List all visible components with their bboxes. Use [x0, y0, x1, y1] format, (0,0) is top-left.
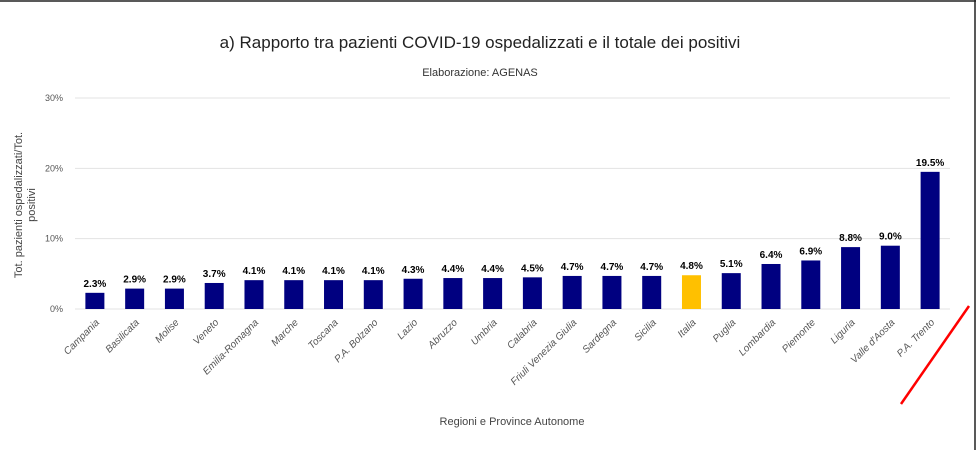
x-tick-label: Sicilia: [633, 317, 660, 344]
data-label: 2.9%: [123, 275, 146, 286]
x-tick-label: Friuli Venezia Giulia: [509, 317, 580, 388]
bar: [363, 280, 383, 309]
bar: [880, 245, 900, 309]
data-label: 4.7%: [640, 262, 663, 273]
data-label: 4.1%: [243, 266, 266, 277]
bar: [562, 275, 582, 309]
bar: [403, 278, 423, 309]
x-tick-label: Lombardia: [737, 317, 778, 358]
x-tick-label: Lazio: [396, 317, 421, 342]
bar: [125, 288, 145, 309]
bar: [204, 282, 224, 309]
x-tick-label: P.A. Bolzano: [333, 317, 381, 365]
data-label: 2.3%: [83, 279, 106, 290]
data-label: 6.4%: [760, 250, 783, 261]
bar: [642, 275, 662, 309]
y-tick-label: 0%: [50, 304, 63, 314]
x-tick-label: Puglia: [711, 317, 739, 345]
data-label: 4.5%: [521, 263, 544, 274]
data-label: 2.9%: [163, 275, 186, 286]
bar: [920, 171, 940, 309]
bar: [761, 263, 781, 309]
bar: [443, 278, 463, 309]
bar: [324, 280, 344, 309]
data-label: 4.4%: [481, 264, 504, 275]
bar: [602, 275, 622, 309]
bar: [841, 247, 861, 309]
x-tick-label: Piemonte: [780, 317, 818, 355]
bar: [244, 280, 264, 309]
x-tick-label: Molise: [153, 317, 182, 346]
data-label: 4.1%: [362, 266, 385, 277]
annotation-red-line: [899, 305, 971, 405]
data-label: 5.1%: [720, 259, 743, 270]
x-tick-label: Basilicata: [104, 317, 142, 355]
x-axis-title: Regioni e Province Autonome: [440, 416, 585, 428]
data-label: 4.7%: [601, 262, 624, 273]
x-tick-label: Toscana: [306, 317, 341, 352]
data-labels: 2.3% 2.9% 2.9% 3.7% 4.1% 4.1% 4.1% 4.1% 4.3% 4.4%…: [83, 158, 944, 290]
x-axis-ticks: Campania Basilicata Molise VenetoEmilia-Rom…: [62, 317, 938, 388]
x-tick-label: Campania: [62, 317, 102, 357]
y-tick-label: 10%: [45, 234, 63, 244]
x-tick-label: Italia: [676, 317, 699, 340]
bar: [681, 275, 701, 309]
y-tick-label: 30%: [45, 93, 63, 103]
y-axis-title-line1: Tot. pazienti ospedalizzati/Tot.: [13, 132, 25, 278]
y-axis-ticks: 0% 10% 20% 30%: [45, 93, 63, 314]
x-tick-label: Calabria: [505, 317, 539, 351]
data-label: 6.9%: [799, 246, 822, 257]
x-tick-label: P.A. Trento: [895, 317, 937, 359]
chart-title: a) Rapporto tra pazienti COVID-19 ospeda…: [220, 33, 741, 52]
data-label: 4.4%: [441, 264, 464, 275]
bars: [85, 171, 940, 309]
data-label: 4.1%: [322, 266, 345, 277]
data-label: 4.8%: [680, 261, 703, 272]
y-tick-label: 20%: [45, 163, 63, 173]
x-tick-label: Marche: [270, 317, 302, 349]
bar: [721, 273, 741, 309]
x-tick-label: Liguria: [829, 317, 858, 346]
bar: [85, 292, 105, 309]
data-label: 19.5%: [916, 158, 944, 169]
data-label: 9.0%: [879, 232, 902, 243]
x-tick-label: Veneto: [191, 317, 221, 347]
data-label: 8.8%: [839, 233, 862, 244]
y-axis-title-line2: positivi: [26, 188, 38, 222]
x-tick-label: Abruzzo: [426, 317, 461, 352]
bar: [522, 277, 542, 309]
data-label: 4.1%: [282, 266, 305, 277]
bar: [483, 278, 503, 309]
bar: [284, 280, 304, 309]
x-tick-label: Sardegna: [581, 317, 620, 356]
data-label: 3.7%: [203, 269, 226, 280]
chart-subtitle: Elaborazione: AGENAS: [422, 67, 538, 79]
x-tick-label: Umbria: [469, 317, 500, 348]
bar: [164, 288, 184, 309]
y-axis-title: Tot. pazienti ospedalizzati/Tot. positiv…: [13, 132, 38, 278]
bar: [801, 260, 821, 309]
data-label: 4.7%: [561, 262, 584, 273]
data-label: 4.3%: [402, 265, 425, 276]
